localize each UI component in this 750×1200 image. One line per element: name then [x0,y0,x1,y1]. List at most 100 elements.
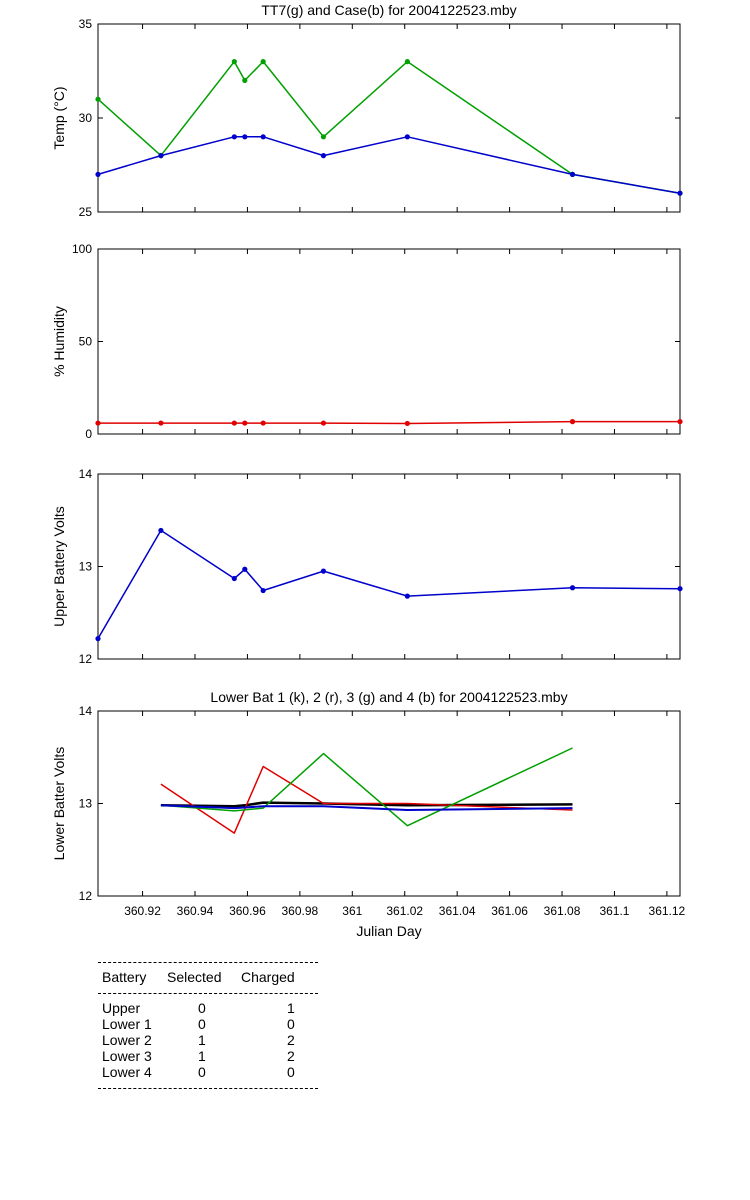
series-line [160,747,573,827]
y-axis-label: % Humidity [51,306,67,377]
series-line [97,60,681,194]
table-header-divider [98,993,318,994]
data-point [320,134,327,140]
data-point [404,420,410,427]
series-line [97,136,681,194]
plot-frame [97,23,681,213]
selected-value: 0 [198,1016,206,1032]
x-tick-label: 361.1 [599,904,629,918]
battery-name: Lower 1 [102,1016,152,1032]
x-tick-label: 361.08 [544,904,581,918]
table-header-row: Battery Selected Charged [98,969,318,985]
charged-value: 1 [287,1000,295,1016]
series-line [98,420,680,425]
x-tick-label: 361.06 [491,904,528,918]
data-point [95,171,101,177]
series-line [97,529,681,639]
data-point [231,134,237,140]
battery-name: Lower 4 [102,1064,152,1080]
table-row: Lower 4 0 0 [98,1064,318,1080]
data-point [260,59,266,65]
x-tick-label: 361 [342,904,362,918]
data-point [158,153,164,159]
chart-1: 25 30 35 TT7(g) and Case(b) for 2004122523.… [51,2,683,219]
selected-value: 1 [198,1032,206,1048]
data-point [95,420,101,426]
chart-title: TT7(g) and Case(b) for 2004122523.mby [261,2,516,18]
x-tick-label: 361.12 [649,904,686,918]
y-tick-label: 0 [85,427,92,441]
y-tick-label: 14 [79,704,93,718]
y-tick-label: 12 [79,652,93,666]
data-point [242,77,248,83]
charged-value: 2 [287,1048,295,1064]
charged-value: 0 [287,1064,295,1080]
data-point [404,593,410,599]
battery-name: Upper [102,1000,141,1016]
data-point [158,527,164,534]
x-tick-label: 360.98 [282,904,319,918]
charts-canvas: 25 30 35 TT7(g) and Case(b) for 2004122523.… [51,2,686,939]
table-body: Upper 0 1 Lower 1 0 0 Lower 2 1 2 Lower … [98,1000,318,1080]
x-axis-label: Julian Day [356,923,421,939]
data-point [677,586,683,592]
y-tick-label: 100 [72,242,92,256]
data-point [260,420,266,426]
chart-3: 12 13 14 Upper Battery Volts [51,467,683,666]
header-selected: Selected [167,969,222,985]
y-tick-label: 50 [79,335,93,349]
header-charged: Charged [241,969,295,985]
data-point [569,585,576,591]
data-point [260,587,266,594]
battery-name: Lower 3 [102,1048,152,1064]
y-tick-label: 13 [79,797,93,811]
plot-frame [97,473,681,660]
x-tick-label: 360.92 [124,904,161,918]
data-point [677,190,683,196]
data-point [242,566,248,572]
y-axis-label: Lower Batter Volts [51,747,67,861]
y-tick-label: 12 [79,889,93,903]
table-top-divider [98,962,318,963]
x-tick-label: 361.02 [386,904,423,918]
table-row: Lower 3 1 2 [98,1048,318,1064]
data-point [231,59,237,65]
y-tick-label: 13 [79,560,93,574]
table-row: Lower 1 0 0 [98,1016,318,1032]
y-axis-label: Temp (°C) [51,86,67,149]
data-point [231,420,237,426]
data-point [242,420,248,426]
series-line [160,804,573,811]
data-point [158,420,164,426]
data-point [404,59,410,65]
selected-value: 0 [198,1064,206,1080]
table-row: Upper 0 1 [98,1000,318,1016]
series-line [160,765,573,834]
plot-frame [97,248,681,435]
y-tick-label: 30 [79,111,93,125]
table-row: Lower 2 1 2 [98,1032,318,1048]
battery-name: Lower 2 [102,1032,152,1048]
data-point [95,636,101,642]
x-tick-label: 360.96 [229,904,266,918]
y-tick-label: 25 [79,205,93,219]
y-axis-label: Upper Battery Volts [51,506,67,627]
charged-value: 0 [287,1016,295,1032]
data-point [569,419,576,425]
selected-value: 0 [198,1000,206,1016]
data-point [242,134,248,140]
series-line [160,801,573,808]
table-bottom-divider [98,1088,318,1089]
data-point [404,134,410,140]
data-point [677,419,683,425]
chart-4: 12 13 14 360.92 360.94 360.96 360.98 361 361.02 3… [51,689,686,939]
header-battery: Battery [102,969,147,985]
data-point [320,153,327,159]
battery-table: Battery Selected Charged Upper 0 1 Lower… [98,962,318,1089]
y-tick-label: 14 [79,467,93,481]
x-tick-label: 360.94 [177,904,214,918]
data-point [569,171,576,177]
data-point [260,134,266,140]
charged-value: 2 [287,1032,295,1048]
data-point [320,420,327,426]
